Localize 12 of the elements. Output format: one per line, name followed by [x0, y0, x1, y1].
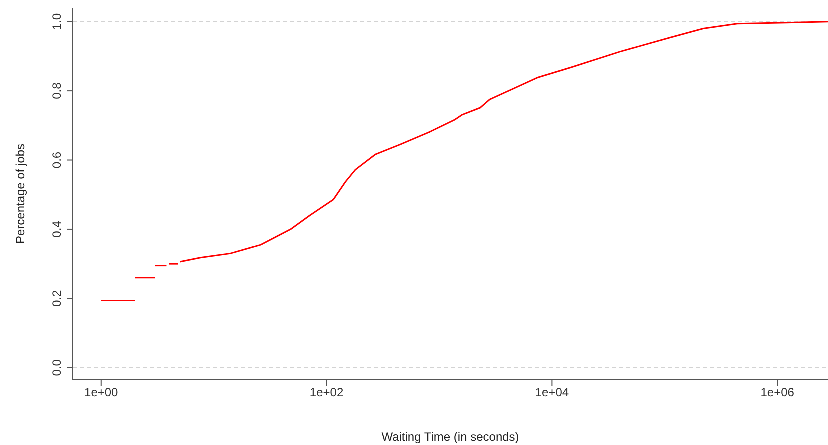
x-tick-label: 1e+04: [535, 386, 570, 400]
y-tick-label: 0.0: [50, 359, 64, 376]
x-tick-label: 1e+02: [310, 386, 344, 400]
y-tick-label: 0.4: [50, 220, 64, 238]
y-axis-title: Percentage of jobs: [13, 144, 28, 244]
y-tick-label: 0.8: [50, 82, 64, 100]
x-tick-label: 1e+00: [84, 386, 119, 400]
x-axis-title: Waiting Time (in seconds): [382, 430, 520, 444]
y-tick-label: 0.2: [50, 290, 64, 308]
x-tick-label: 1e+06: [760, 386, 795, 400]
y-tick-label: 0.6: [50, 152, 64, 169]
y-tick-label: 1.0: [50, 13, 64, 30]
